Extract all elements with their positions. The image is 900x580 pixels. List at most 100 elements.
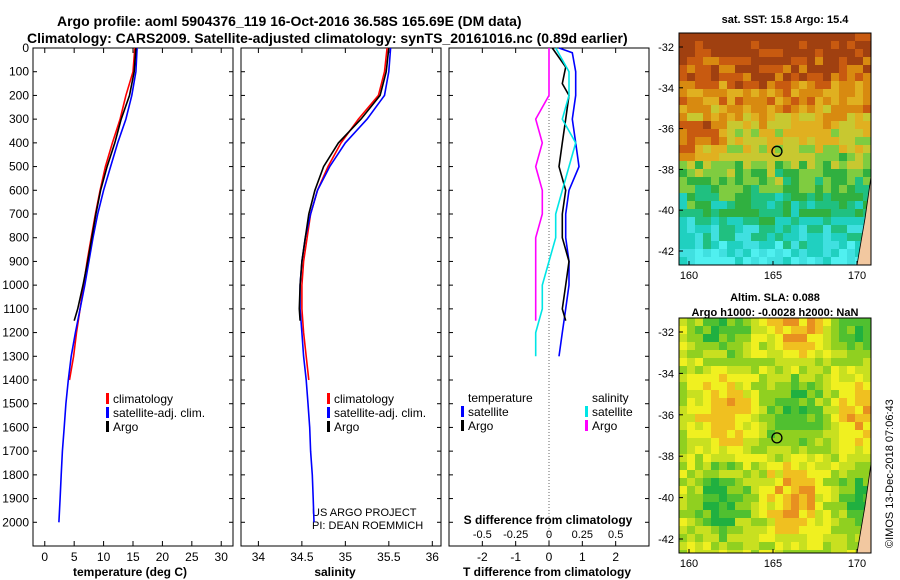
- map-cell: [711, 217, 719, 225]
- map-cell: [783, 350, 791, 358]
- map-cell: [711, 550, 719, 553]
- map-cell: [751, 249, 759, 257]
- map-cell: [719, 366, 727, 374]
- map-cell: [719, 233, 727, 241]
- map-cell: [711, 129, 719, 137]
- map-cell: [735, 534, 743, 542]
- map-cell: [775, 89, 783, 97]
- map-cell: [759, 422, 767, 430]
- map-cell: [711, 169, 719, 177]
- map-cell: [831, 478, 839, 486]
- map-cell: [735, 446, 743, 454]
- map-cell: [783, 129, 791, 137]
- map-cell: [687, 33, 695, 41]
- map-cell: [775, 161, 783, 169]
- map-cell: [831, 550, 839, 553]
- map-cell: [807, 241, 815, 249]
- map-cell: [823, 113, 831, 121]
- map-cell: [703, 233, 711, 241]
- map-cell: [847, 137, 855, 145]
- map-cell: [815, 153, 823, 161]
- map-cell: [695, 89, 703, 97]
- map-cell: [679, 193, 687, 201]
- map-cell: [719, 57, 727, 65]
- map-cell: [783, 209, 791, 217]
- map-cell: [815, 374, 823, 382]
- map-cell: [855, 97, 863, 105]
- map-cell: [783, 161, 791, 169]
- map-cell: [767, 33, 775, 41]
- map-cell: [847, 97, 855, 105]
- map-cell: [679, 350, 687, 358]
- map-cell: [679, 478, 687, 486]
- map-cell: [743, 318, 751, 326]
- map-cell: [751, 57, 759, 65]
- map-cell: [839, 145, 847, 153]
- map-cell: [799, 121, 807, 129]
- map-cell: [767, 518, 775, 526]
- map-cell: [687, 366, 695, 374]
- map-cell: [727, 374, 735, 382]
- map-cell: [743, 422, 751, 430]
- map-cell: [695, 161, 703, 169]
- map-cell: [695, 177, 703, 185]
- map-cell: [791, 73, 799, 81]
- map-cell: [807, 113, 815, 121]
- map-cell: [695, 462, 703, 470]
- map-cell: [735, 550, 743, 553]
- map-cell: [799, 217, 807, 225]
- map-cell: [719, 185, 727, 193]
- sla-map-title-line-1: Altim. SLA: 0.088: [730, 292, 820, 304]
- map-cell: [791, 510, 799, 518]
- map-cell: [703, 177, 711, 185]
- map-cell: [815, 113, 823, 121]
- lat-tick-label: -38: [658, 164, 674, 176]
- map-cell: [815, 241, 823, 249]
- map-cell: [839, 526, 847, 534]
- map-cell: [839, 169, 847, 177]
- map-cell: [847, 534, 855, 542]
- map-cell: [767, 249, 775, 257]
- map-cell: [767, 494, 775, 502]
- map-cell: [783, 233, 791, 241]
- map-cell: [687, 446, 695, 454]
- map-frame: [678, 317, 872, 554]
- map-cell: [831, 326, 839, 334]
- legend-temperature-header: temperature: [468, 391, 533, 405]
- map-cell: [767, 41, 775, 49]
- map-cell: [839, 113, 847, 121]
- map-cell: [711, 334, 719, 342]
- map-cell: [783, 326, 791, 334]
- sla-map-title-line-2: Argo h1000: -0.0028 h2000: NaN: [691, 307, 859, 319]
- map-cell: [759, 113, 767, 121]
- map-cell: [775, 470, 783, 478]
- map-cell: [831, 233, 839, 241]
- map-cell: [783, 438, 791, 446]
- map-cell: [759, 193, 767, 201]
- map-cell: [695, 249, 703, 257]
- map-cell: [695, 81, 703, 89]
- title-line-1: Argo profile: aoml 5904376_119 16-Oct-20…: [57, 13, 522, 29]
- map-cell: [743, 406, 751, 414]
- map-cell: [815, 518, 823, 526]
- map-cell: [855, 233, 863, 241]
- map-cell: [823, 129, 831, 137]
- map-cell: [815, 137, 823, 145]
- map-cell: [679, 438, 687, 446]
- map-cell: [679, 233, 687, 241]
- map-cell: [823, 161, 831, 169]
- map-cell: [703, 161, 711, 169]
- map-cell: [799, 81, 807, 89]
- map-cell: [863, 41, 871, 49]
- map-cell: [807, 326, 815, 334]
- map-cell: [783, 550, 791, 553]
- map-cell: [703, 502, 711, 510]
- map-cell: [727, 350, 735, 358]
- map-cell: [815, 446, 823, 454]
- map-cell: [743, 97, 751, 105]
- map-cell: [799, 326, 807, 334]
- map-cell: [823, 382, 831, 390]
- map-cell: [799, 470, 807, 478]
- map-cell: [751, 526, 759, 534]
- map-cell: [863, 430, 871, 438]
